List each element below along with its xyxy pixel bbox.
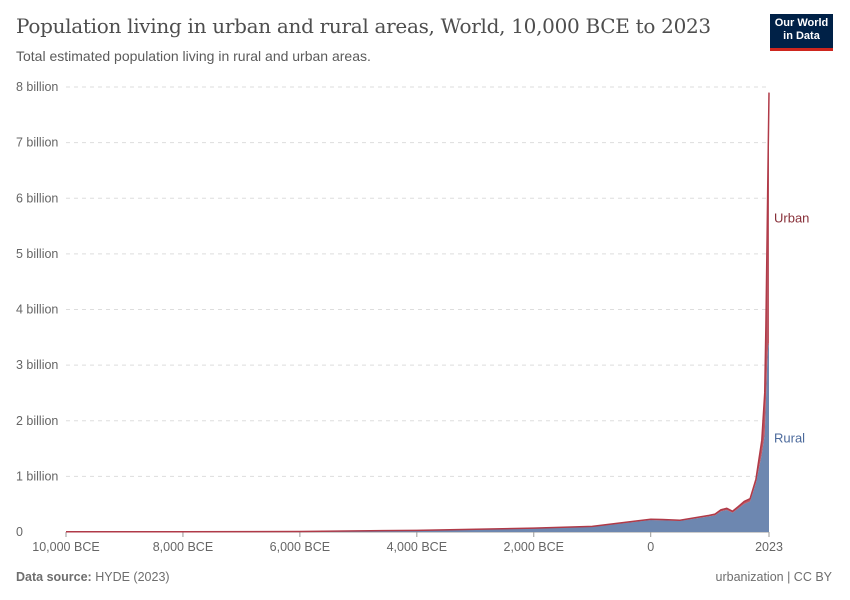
- y-tick-label: 1 billion: [16, 469, 58, 483]
- y-tick-label: 7 billion: [16, 136, 58, 150]
- urban-area: [66, 92, 769, 532]
- x-tick-label: 6,000 BCE: [270, 540, 330, 554]
- owid-logo[interactable]: Our World in Data: [770, 14, 833, 51]
- y-tick-label: 3 billion: [16, 358, 58, 372]
- chart-subtitle: Total estimated population living in rur…: [16, 48, 371, 64]
- rural-label: Rural: [774, 430, 805, 445]
- urban-label: Urban: [774, 211, 809, 226]
- x-tick-label: 10,000 BCE: [32, 540, 99, 554]
- x-tick-label: 8,000 BCE: [153, 540, 213, 554]
- y-tick-label: 4 billion: [16, 303, 58, 317]
- chart-title: Population living in urban and rural are…: [16, 14, 711, 38]
- x-tick-label: 2,000 BCE: [504, 540, 564, 554]
- x-tick-label: 2023: [755, 540, 783, 554]
- y-tick-label: 5 billion: [16, 247, 58, 261]
- y-tick-label: 2 billion: [16, 414, 58, 428]
- logo-text: Our World in Data: [774, 17, 829, 42]
- data-source-link[interactable]: HYDE (2023): [95, 570, 170, 584]
- x-tick-label: 0: [647, 540, 654, 554]
- urban-line: [65, 92, 770, 533]
- data-source: Data source: HYDE (2023): [16, 570, 170, 584]
- y-tick-label: 6 billion: [16, 191, 58, 205]
- y-tick-label: 0: [16, 525, 23, 539]
- rural-area: [66, 342, 769, 532]
- license[interactable]: urbanization | CC BY: [715, 570, 833, 584]
- x-tick-label: 4,000 BCE: [387, 540, 447, 554]
- y-tick-label: 8 billion: [16, 80, 58, 94]
